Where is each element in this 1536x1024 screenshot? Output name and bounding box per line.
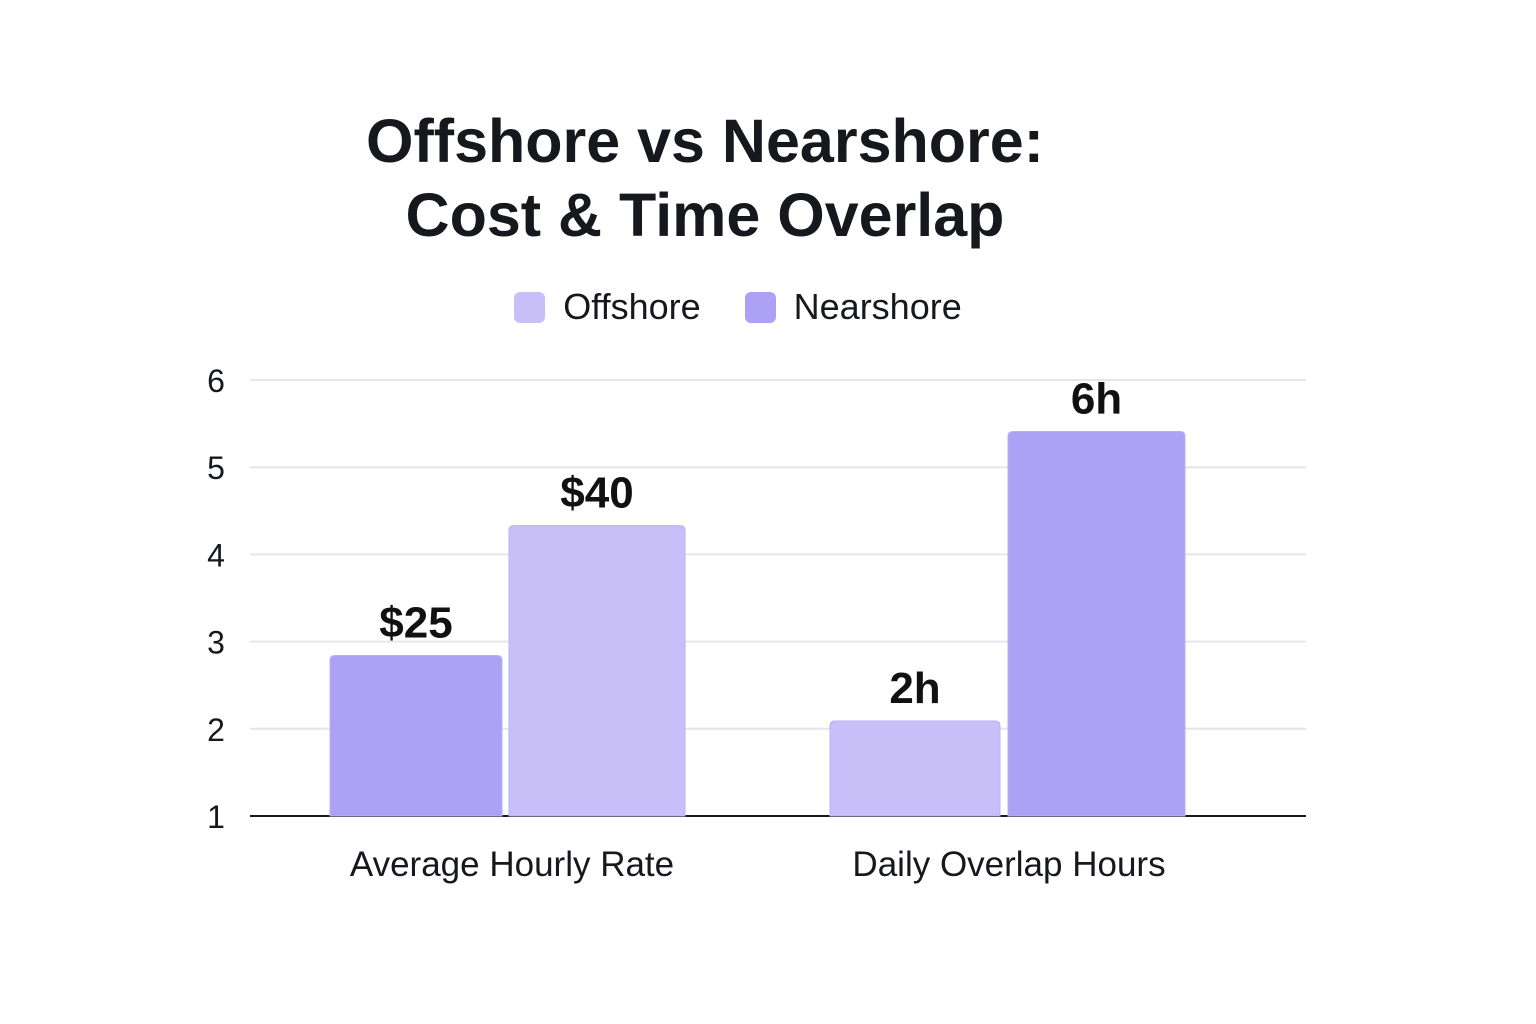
legend-label-offshore: Offshore xyxy=(563,286,701,327)
x-category-label: Daily Overlap Hours xyxy=(852,845,1165,884)
bar xyxy=(1007,430,1186,817)
legend-label-nearshore: Nearshore xyxy=(793,286,962,327)
data-label: 2h xyxy=(889,664,940,713)
x-category-label: Average Hourly Rate xyxy=(350,845,674,884)
legend-swatch-nearshore xyxy=(744,291,776,323)
bar xyxy=(829,720,1001,817)
y-tick-label: 3 xyxy=(207,625,225,661)
y-tick-label: 2 xyxy=(207,712,225,748)
y-tick-label: 5 xyxy=(207,450,225,486)
y-tick-label: 6 xyxy=(207,363,225,399)
chart-title: Offshore vs Nearshore: Cost & Time Overl… xyxy=(366,107,1044,249)
data-label: 6h xyxy=(1071,374,1122,423)
data-label: $40 xyxy=(560,469,633,518)
data-label: $25 xyxy=(379,599,452,648)
bar xyxy=(329,655,503,817)
legend-swatch-offshore xyxy=(514,291,546,323)
bar xyxy=(508,525,686,817)
legend-item-nearshore: Nearshore xyxy=(744,284,962,330)
legend: Offshore Nearshore xyxy=(0,284,1476,330)
legend-item-offshore: Offshore xyxy=(514,284,701,330)
y-tick-label: 4 xyxy=(207,537,225,573)
y-tick-label: 1 xyxy=(207,799,225,835)
